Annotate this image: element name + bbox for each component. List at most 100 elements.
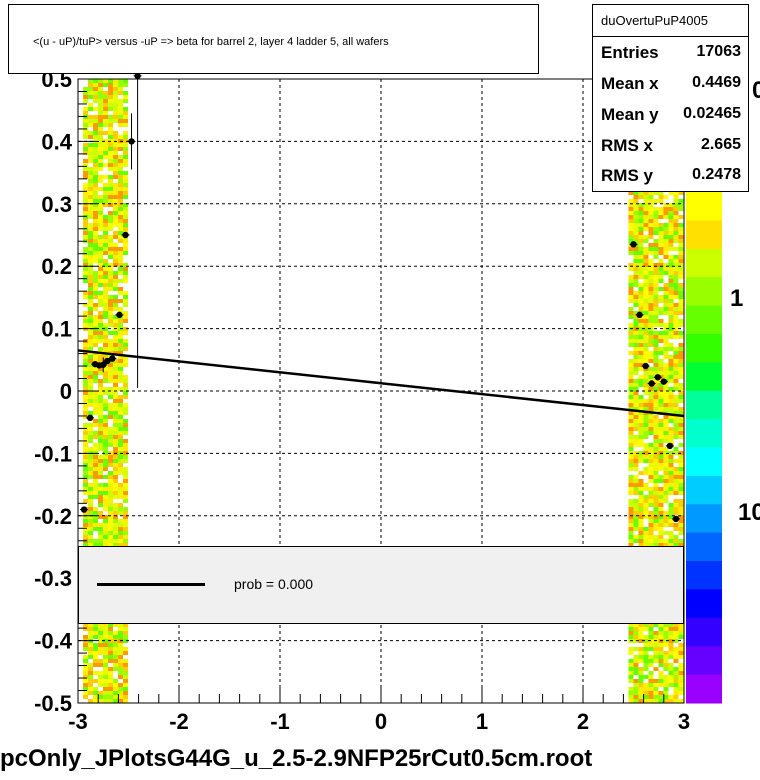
density-cell	[98, 119, 104, 123]
x-tick-label: 0	[375, 709, 387, 734]
density-cell	[658, 455, 664, 459]
density-cell	[123, 683, 129, 687]
density-cell	[88, 235, 94, 239]
density-cell	[658, 211, 664, 215]
density-cell	[88, 243, 94, 247]
density-cell	[633, 511, 639, 515]
density-cell	[123, 239, 129, 243]
density-cell	[678, 455, 684, 459]
x-tick-label: -2	[169, 709, 189, 734]
density-cell	[113, 479, 119, 483]
x-tick-labels: -3 -2 -1 0 1 2 3	[68, 709, 690, 734]
density-cell	[113, 379, 119, 383]
density-cell	[628, 339, 634, 343]
density-cell	[108, 107, 114, 111]
density-cell	[88, 623, 94, 627]
density-cell	[638, 335, 644, 339]
density-cell	[88, 667, 94, 671]
density-cell	[113, 143, 119, 147]
density-cell	[643, 399, 649, 403]
density-cell	[648, 219, 654, 223]
density-cell	[103, 147, 109, 151]
density-cell	[633, 423, 639, 427]
density-cell	[113, 687, 119, 691]
density-cell	[633, 191, 639, 195]
density-cell	[628, 267, 634, 271]
density-cell	[108, 143, 114, 147]
density-cell	[643, 535, 649, 539]
density-cell	[83, 267, 89, 271]
density-cell	[628, 435, 634, 439]
density-cell	[633, 627, 639, 631]
density-cell	[633, 271, 639, 275]
density-cell	[83, 667, 89, 671]
density-cell	[663, 627, 669, 631]
density-cell	[628, 447, 634, 451]
density-cell	[98, 187, 104, 191]
density-cell	[678, 679, 684, 683]
density-cell	[88, 239, 94, 243]
density-cell	[98, 683, 104, 687]
density-cell	[668, 375, 674, 379]
density-cell	[88, 427, 94, 431]
density-cell	[653, 359, 659, 363]
density-cell	[663, 351, 669, 355]
density-cell	[108, 671, 114, 675]
density-cell	[118, 379, 124, 383]
density-cell	[88, 227, 94, 231]
density-cell	[658, 623, 664, 627]
density-cell	[678, 419, 684, 423]
density-cell	[93, 99, 99, 103]
density-cell	[83, 635, 89, 639]
density-cell	[98, 383, 104, 387]
density-cell	[118, 187, 124, 191]
density-cell	[628, 343, 634, 347]
density-cell	[633, 455, 639, 459]
density-cell	[108, 227, 114, 231]
density-cell	[103, 227, 109, 231]
profile-point	[654, 374, 661, 381]
density-cell	[633, 695, 639, 699]
density-cell	[653, 447, 659, 451]
density-cell	[108, 427, 114, 431]
density-cell	[658, 431, 664, 435]
density-cell	[633, 219, 639, 223]
density-cell	[118, 367, 124, 371]
density-cell	[643, 431, 649, 435]
density-cell	[628, 331, 634, 335]
density-cell	[113, 219, 119, 223]
density-cell	[673, 267, 679, 271]
density-cell	[93, 651, 99, 655]
density-cell	[88, 271, 94, 275]
density-cell	[113, 383, 119, 387]
density-cell	[83, 623, 89, 627]
density-cell	[118, 211, 124, 215]
density-cell	[658, 511, 664, 515]
density-cell	[658, 467, 664, 471]
density-cell	[123, 299, 129, 303]
density-cell	[633, 303, 639, 307]
density-cell	[118, 167, 124, 171]
density-cell	[98, 99, 104, 103]
density-cell	[103, 539, 109, 543]
density-cell	[118, 531, 124, 535]
density-cell	[113, 363, 119, 367]
density-cell	[653, 263, 659, 267]
density-cell	[103, 99, 109, 103]
density-cell	[123, 383, 129, 387]
density-cell	[628, 375, 634, 379]
density-cell	[108, 455, 114, 459]
density-cell	[628, 215, 634, 219]
density-cell	[658, 423, 664, 427]
density-cell	[88, 331, 94, 335]
density-cell	[653, 635, 659, 639]
density-cell	[108, 499, 114, 503]
density-cell	[98, 407, 104, 411]
density-cell	[123, 515, 129, 519]
density-cell	[668, 303, 674, 307]
density-cell	[83, 395, 89, 399]
density-cell	[88, 395, 94, 399]
density-cell	[633, 667, 639, 671]
density-cell	[98, 315, 104, 319]
density-cell	[643, 667, 649, 671]
